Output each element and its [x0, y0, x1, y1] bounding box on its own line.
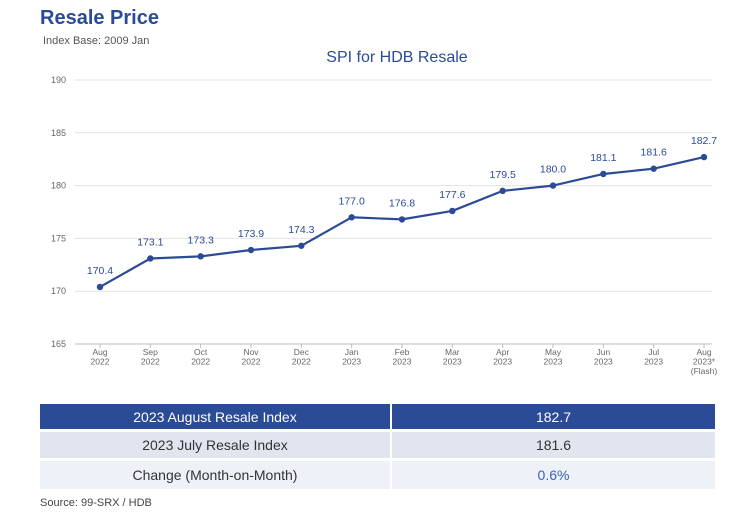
summary-label: Change (Month-on-Month) — [40, 461, 392, 489]
x-tick-label: Jul — [648, 347, 659, 357]
x-axis-ticks: Aug2022Sep2022Oct2022Nov2022Dec2022Jan20… — [91, 344, 718, 376]
y-tick-label: 180 — [51, 181, 66, 191]
data-point — [197, 253, 204, 260]
x-tick-label: 2023 — [544, 357, 563, 367]
data-label: 177.6 — [439, 189, 465, 201]
chart-title: SPI for HDB Resale — [326, 49, 467, 66]
x-tick-label: Sep — [143, 347, 158, 357]
data-point — [650, 165, 657, 172]
summary-value: 182.7 — [392, 404, 715, 429]
table-row-july: 2023 July Resale Index 181.6 — [40, 432, 715, 458]
chart-container: SPI for HDB Resale 165 170 175 180 185 190 Au… — [51, 49, 718, 376]
data-point — [449, 207, 456, 215]
x-tick-label: Jan — [345, 347, 359, 357]
x-tick-label: Nov — [243, 347, 259, 357]
x-tick-label: 2022 — [91, 357, 110, 367]
x-tick-label: 2023 — [342, 357, 361, 367]
summary-label: 2023 July Resale Index — [40, 432, 392, 458]
data-label: 173.3 — [188, 234, 214, 246]
x-tick-label: Feb — [395, 347, 410, 357]
data-label: 170.4 — [87, 265, 113, 277]
data-point — [700, 153, 708, 161]
data-points — [96, 153, 708, 291]
x-tick-label: Oct — [194, 347, 208, 357]
data-labels: 170.4 173.1 173.3 173.9 174.3 177.0 176.8 177.6… — [87, 135, 717, 277]
y-tick-label: 185 — [51, 128, 66, 138]
data-point — [247, 246, 255, 254]
x-tick-label: 2023 — [393, 357, 412, 367]
table-row-august: 2023 August Resale Index 182.7 — [40, 404, 715, 429]
gridlines — [75, 79, 712, 345]
x-tick-label: Dec — [294, 347, 310, 357]
y-tick-label: 190 — [51, 75, 66, 85]
table-row-change: Change (Month-on-Month) 0.6% — [40, 461, 715, 489]
x-tick-label: 2023 — [644, 357, 663, 367]
data-point — [348, 214, 355, 221]
page-title: Resale Price — [40, 7, 159, 29]
x-tick-label: 2022 — [242, 357, 261, 367]
x-tick-label: 2023* — [693, 357, 716, 367]
x-tick-label: Jun — [596, 347, 610, 357]
data-point — [499, 187, 506, 195]
x-tick-label: 2023 — [594, 357, 613, 367]
data-label: 177.0 — [339, 195, 365, 207]
y-axis-ticks: 165 170 175 180 185 190 — [51, 75, 66, 349]
data-point — [549, 182, 557, 189]
x-tick-label: Aug — [696, 347, 711, 357]
x-tick-label: 2023 — [493, 357, 512, 367]
data-point — [600, 170, 607, 178]
data-label: 173.1 — [137, 236, 163, 248]
data-label: 182.7 — [691, 135, 717, 147]
x-tick-label: 2022 — [191, 357, 210, 367]
y-tick-label: 175 — [51, 233, 66, 243]
x-tick-label: 2022 — [292, 357, 311, 367]
data-point — [147, 255, 154, 262]
line-chart: SPI for HDB Resale 165 170 175 180 185 190 Au… — [51, 49, 718, 376]
x-tick-label: 2023 — [443, 357, 462, 367]
x-tick-label: May — [545, 347, 562, 357]
source-note: Source: 99-SRX / HDB — [40, 497, 152, 509]
y-tick-label: 170 — [51, 286, 66, 296]
summary-label: 2023 August Resale Index — [40, 404, 392, 429]
summary-value: 181.6 — [392, 432, 715, 458]
data-label: 181.6 — [641, 147, 667, 159]
data-point — [298, 242, 305, 249]
y-tick-label: 165 — [51, 339, 66, 349]
data-label: 176.8 — [389, 197, 415, 209]
summary-value: 0.6% — [392, 461, 715, 489]
index-base-subtitle: Index Base: 2009 Jan — [43, 35, 150, 47]
data-label: 173.9 — [238, 228, 264, 240]
summary-table: 2023 August Resale Index 182.7 2023 July… — [40, 401, 715, 492]
data-label: 174.3 — [288, 224, 314, 236]
data-label: 181.1 — [590, 152, 616, 164]
x-tick-label: Aug — [92, 347, 107, 357]
x-tick-label: Apr — [496, 347, 509, 357]
x-tick-label: 2022 — [141, 357, 160, 367]
data-label: 180.0 — [540, 164, 566, 176]
x-tick-label: (Flash) — [691, 366, 718, 376]
data-label: 179.5 — [490, 169, 516, 181]
data-point — [398, 216, 406, 223]
x-tick-label: Mar — [445, 347, 460, 357]
data-point — [96, 283, 104, 291]
